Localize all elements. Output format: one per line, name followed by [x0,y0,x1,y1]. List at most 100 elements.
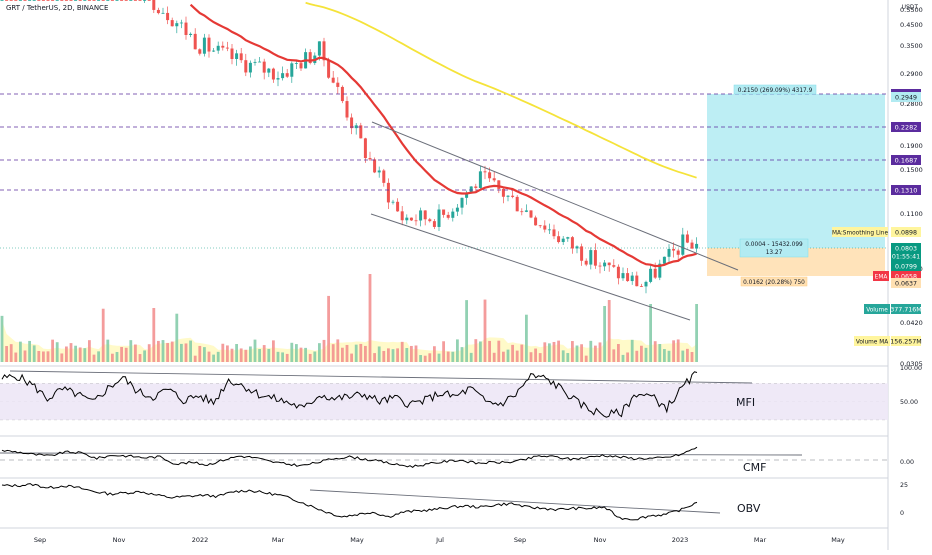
volume-bar [617,344,620,362]
candle-body [483,171,487,173]
axis-value-badge [891,278,921,288]
candle-body [9,0,13,1]
candle-body [547,229,551,231]
volume-bar [377,346,381,362]
candle-body [258,61,262,63]
date-tick-label: Sep [34,536,46,544]
candle-body [0,0,4,1]
candle-body [133,0,137,1]
candle-body [543,225,547,230]
candle-body [575,246,579,249]
volume-bar [520,344,524,362]
obv-trendline [309,489,721,514]
volume-bar [621,354,625,362]
volume-bar [626,352,629,362]
candle-body [626,273,630,282]
volume-bar [423,355,427,362]
volume-bar [336,339,340,362]
candle-body [603,262,607,267]
candle-body [391,201,395,203]
candle-body [598,265,602,267]
volume-bar [239,348,243,362]
volume-bar [382,350,386,362]
volume-bar [207,351,211,362]
volume-bar [364,345,367,362]
volume-bar [19,341,22,362]
candle-body [635,275,639,287]
ema-line [189,3,697,268]
cmf-line [1,446,698,469]
candle-body [202,37,206,54]
series-name-label: Volume MA [856,340,888,346]
axis-value-label: 0.0803 [895,246,917,253]
volume-bar [14,352,18,362]
price-tick-label: 0.0305 [900,360,923,368]
channel-upper-line [371,121,739,271]
target-label-box [733,84,817,95]
volume-bar [681,350,685,362]
candle-body [520,211,524,213]
volume-bar [446,351,450,362]
volume-bar [474,339,478,362]
volume-bar [465,300,468,362]
volume-bar [37,350,41,362]
candle-body [428,219,432,222]
level-axis-badge [891,122,921,132]
entry-label: 0.0004 - 15432.099 [745,242,803,248]
volume-bar [290,342,294,362]
candle-body [248,62,252,73]
volume-bar [175,313,179,362]
candle-body [695,243,699,249]
candle-body [331,77,335,83]
volume-bar [419,355,422,362]
candle-body [584,260,588,265]
volume-bar [249,346,252,362]
smoothing-ma-line [305,1,697,179]
candle-body [350,117,354,129]
candle-body [580,246,584,261]
cmf-trendline [0,452,803,456]
volume-bar [327,295,330,362]
candle-body [345,101,349,118]
candle-body [423,210,427,220]
candle-body [363,138,367,159]
volume-bar [492,352,496,362]
volume-bar [115,352,119,362]
candle-body [64,0,68,1]
volume-bar [451,351,455,362]
level-axis-label: 0.2282 [895,124,918,132]
candle-body [83,0,87,1]
volume-bar [488,340,491,362]
candle-body [308,52,312,64]
candle-body [207,37,211,52]
volume-bar [557,340,560,362]
candle-body [340,86,344,102]
candle-body [676,250,680,255]
volume-bar [244,349,248,362]
candle-body [225,47,229,49]
volume-bar [23,350,27,362]
volume-bar [433,346,436,362]
volume-bar [561,350,565,362]
axis-value-label: 0.2949 [895,95,917,102]
candle-body [28,0,32,1]
series-name-label: Volume [866,308,888,314]
volume-bar [216,351,220,362]
candle-body [317,41,321,56]
obv-tick-label: 25 [900,482,908,489]
volume-bar [345,344,349,362]
volume-bar [281,352,284,362]
volume-bar [566,353,570,362]
volume-bar [607,300,611,362]
target-zone [707,94,885,248]
candle-body [396,201,400,212]
candle-body [32,0,36,1]
candle-body [299,63,303,69]
volume-bar [469,352,473,362]
volume-bar [235,344,238,362]
candle-body [501,188,505,197]
entry-label: 13.27 [766,250,783,256]
volume-bar [203,347,206,362]
